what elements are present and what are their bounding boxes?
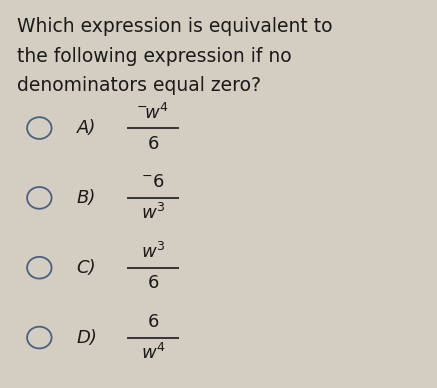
Text: A): A) [76,119,96,137]
Text: $w^{4}$: $w^{4}$ [141,343,165,363]
Text: the following expression if no: the following expression if no [17,47,292,66]
Text: denominators equal zero?: denominators equal zero? [17,76,261,95]
Text: $w^{3}$: $w^{3}$ [141,203,165,223]
Text: $6$: $6$ [147,313,159,331]
Text: C): C) [76,259,96,277]
Text: B): B) [76,189,96,207]
Text: $^{-}\!w^{4}$: $^{-}\!w^{4}$ [136,102,170,123]
Text: $6$: $6$ [147,135,159,152]
Text: $^{-}6$: $^{-}6$ [141,173,165,191]
Text: D): D) [76,329,97,346]
Text: $w^{3}$: $w^{3}$ [141,242,165,262]
Text: Which expression is equivalent to: Which expression is equivalent to [17,17,333,36]
Text: $6$: $6$ [147,274,159,292]
